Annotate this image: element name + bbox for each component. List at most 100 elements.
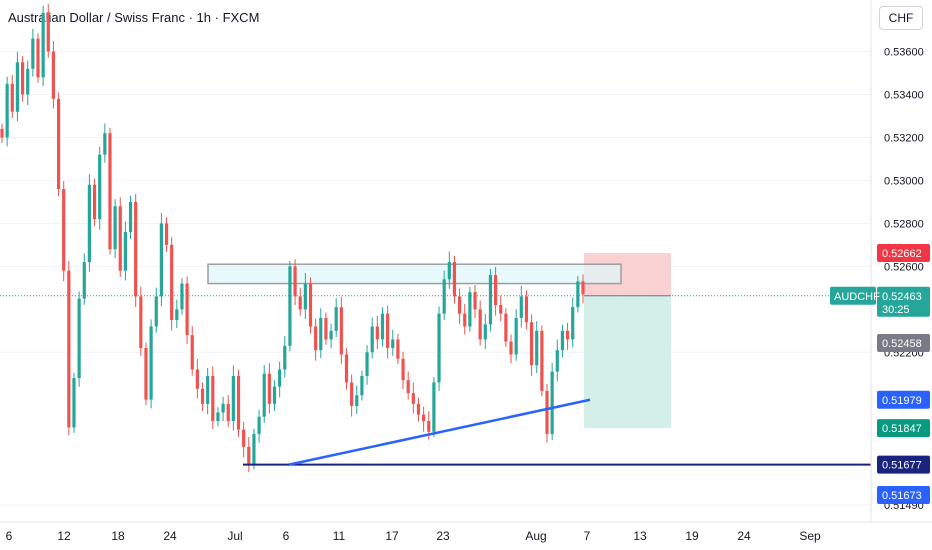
x-tick-label: 6	[283, 529, 290, 543]
candle-body	[108, 133, 112, 250]
candle-body	[529, 322, 534, 366]
candle-body	[139, 296, 143, 348]
candle-body	[344, 354, 349, 383]
candle-body	[581, 281, 585, 295]
candle-body	[144, 348, 148, 400]
candle-body	[334, 307, 338, 331]
candle-body	[308, 283, 313, 327]
candle-body	[51, 51, 56, 99]
candle-body	[396, 339, 400, 359]
candle-body	[416, 403, 421, 415]
candle-body	[535, 330, 539, 366]
candle-body	[170, 244, 174, 321]
trendline-price-label: 0.51979	[882, 395, 922, 407]
x-tick-label: Sep	[799, 529, 821, 543]
candle-body	[545, 390, 549, 434]
x-tick-label: Aug	[525, 529, 546, 543]
candle-body	[67, 270, 71, 428]
support-low-label-bg	[877, 486, 930, 504]
candle-body	[452, 262, 457, 297]
candle-body	[555, 350, 559, 372]
candle-body	[77, 298, 81, 379]
candle-body	[20, 62, 25, 95]
candle-body	[298, 296, 302, 310]
x-tick-label: 13	[633, 529, 647, 543]
candle-body	[31, 38, 35, 69]
x-tick-label: 24	[163, 529, 177, 543]
candle-body	[293, 266, 297, 297]
candle-body	[15, 62, 20, 112]
candle-body	[386, 313, 390, 348]
candle-body	[411, 393, 415, 404]
x-tick-label: Jul	[227, 529, 242, 543]
y-tick-label: 0.52800	[884, 218, 924, 230]
candle-body	[519, 296, 523, 318]
trendline-price-label-bg	[877, 390, 930, 409]
candle-body	[62, 189, 66, 271]
candle-body	[540, 330, 544, 391]
candle-body	[278, 369, 282, 387]
candle-body	[221, 403, 225, 413]
candle-body	[499, 305, 503, 314]
candle-body	[355, 395, 359, 406]
candle-body	[211, 375, 215, 422]
candle-body	[46, 12, 50, 52]
x-tick-label: 17	[385, 529, 399, 543]
candle-body	[458, 296, 462, 314]
candle-body	[565, 330, 570, 340]
candle-body	[314, 326, 318, 351]
candle-body	[180, 283, 184, 310]
x-tick-label: 6	[6, 529, 13, 543]
candle-body	[92, 184, 97, 220]
candle-body	[463, 313, 467, 327]
candle-body	[26, 68, 30, 95]
support-price-label-bg	[877, 455, 930, 474]
candle-body	[195, 369, 199, 389]
candle-body	[0, 128, 4, 138]
candle-body	[427, 421, 431, 432]
candle-body	[82, 262, 86, 299]
resistance-zone	[207, 263, 622, 285]
x-tick-label: 12	[57, 529, 71, 543]
candle-body	[252, 433, 256, 464]
candle-body	[447, 262, 451, 280]
candle-body	[550, 371, 554, 434]
candle-body	[401, 358, 405, 381]
candle-body	[56, 98, 61, 190]
candle-body	[483, 324, 487, 340]
y-tick-label: 0.53200	[884, 132, 924, 144]
candle-body	[350, 382, 354, 406]
candle-body	[175, 309, 179, 321]
candle-body	[5, 83, 9, 138]
candle-body	[324, 317, 328, 340]
candles	[0, 4, 585, 472]
candle-body	[288, 266, 292, 346]
take-profit-price-label-bg	[877, 419, 930, 438]
candle-body	[154, 296, 158, 327]
price-axis[interactable]: 0.53600 0.53400 0.53200 0.53000 0.52800 0.526…	[884, 47, 924, 512]
currency-button[interactable]: CHF	[879, 6, 923, 30]
support-low-label: 0.51673	[882, 490, 922, 502]
candle-body	[360, 375, 364, 396]
candle-body	[206, 375, 210, 404]
candle-body	[365, 352, 369, 376]
x-tick-label: 24	[737, 529, 751, 543]
chart-title: Australian Dollar / Swiss Franc · 1h · F…	[8, 10, 260, 25]
candle-body	[36, 38, 40, 78]
time-axis[interactable]: 6 12 18 24 Jul 6 11 17 23 Aug 7 13 19 24 Sep	[6, 529, 821, 543]
candle-body	[267, 373, 271, 404]
candle-body	[493, 274, 498, 306]
candle-body	[164, 223, 169, 245]
dark-price-label-bg	[877, 334, 930, 352]
candle-body	[319, 317, 323, 351]
candle-body	[380, 313, 385, 340]
drawings-foreground	[0, 295, 871, 466]
x-tick-label: 7	[584, 529, 591, 543]
countdown-label: 30:25	[882, 304, 910, 316]
candle-body	[272, 386, 277, 404]
candle-body	[329, 330, 333, 340]
y-tick-label: 0.53000	[884, 175, 924, 187]
candle-body	[98, 154, 102, 220]
candle-body	[72, 378, 76, 428]
